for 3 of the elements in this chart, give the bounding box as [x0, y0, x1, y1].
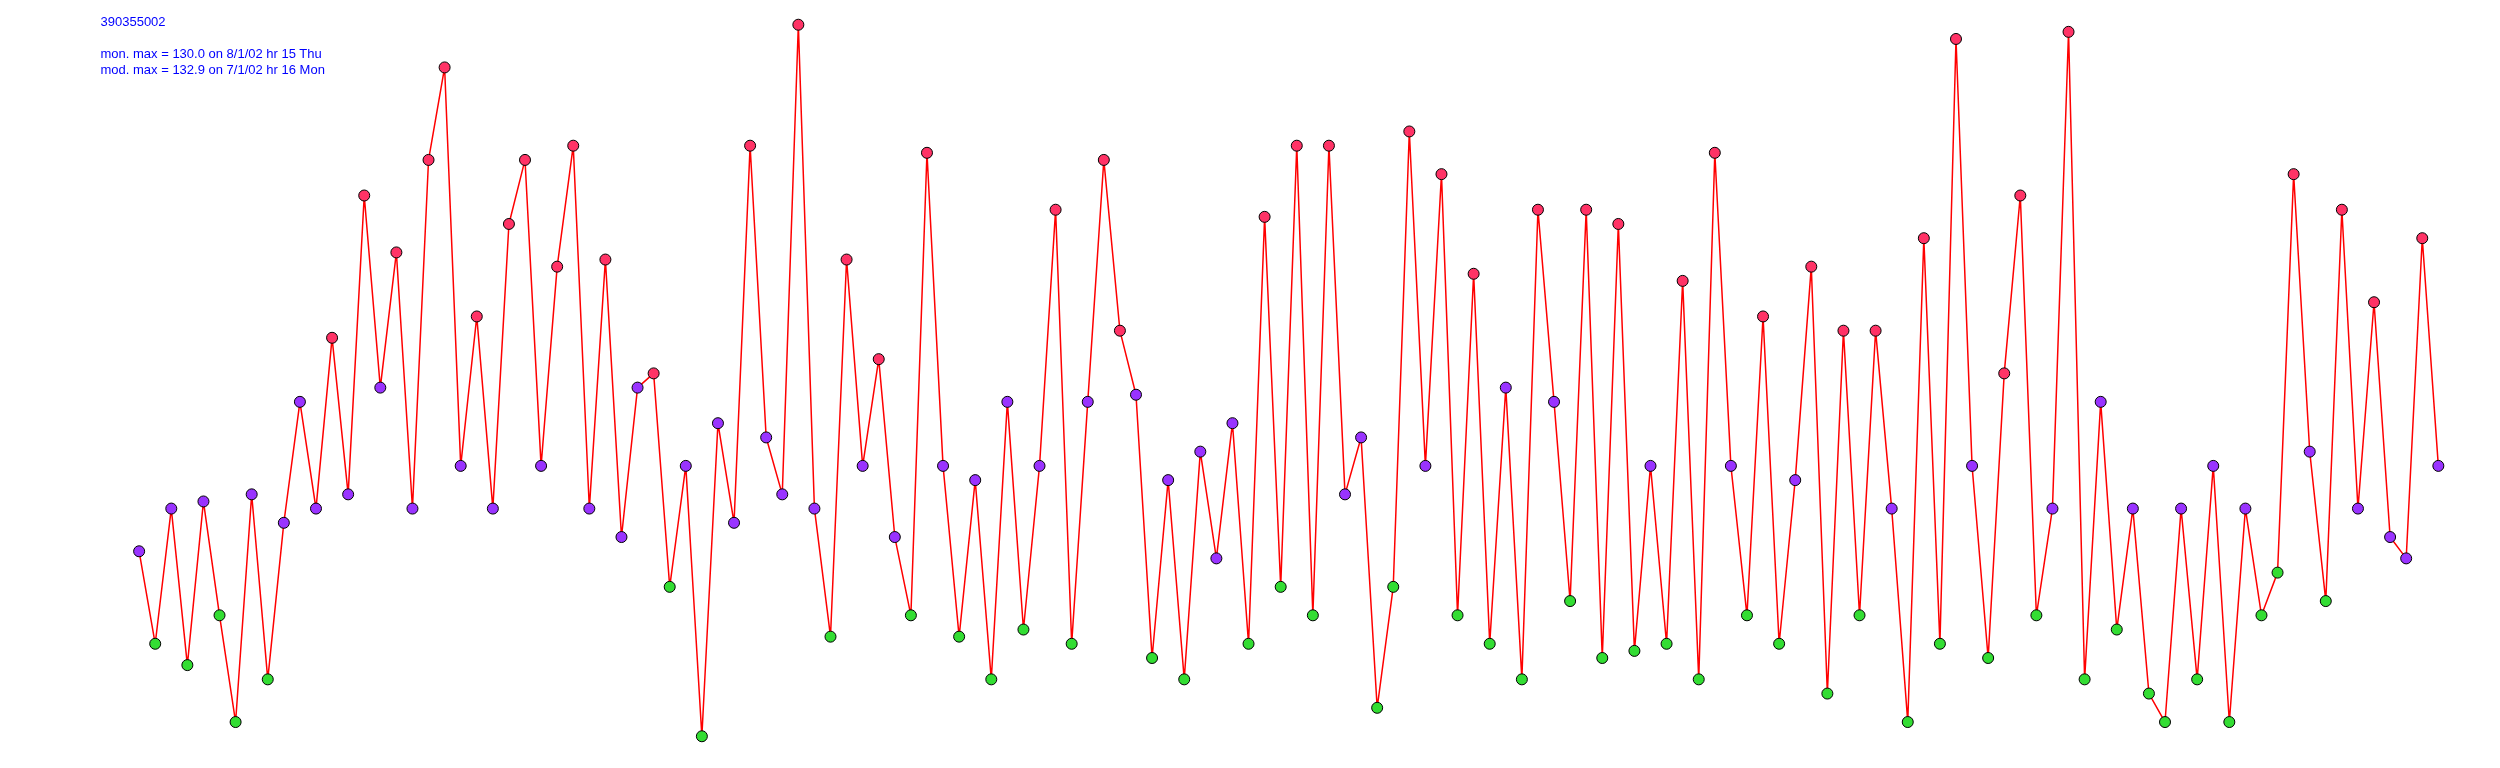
annotation: mon. max = 130.0 on 8/1/02 hr 15 Thu: [100, 45, 322, 61]
chart-title: 390355002: [100, 13, 166, 29]
annotation: mod. max = 132.9 on 7/1/02 hr 16 Mon: [100, 61, 325, 77]
